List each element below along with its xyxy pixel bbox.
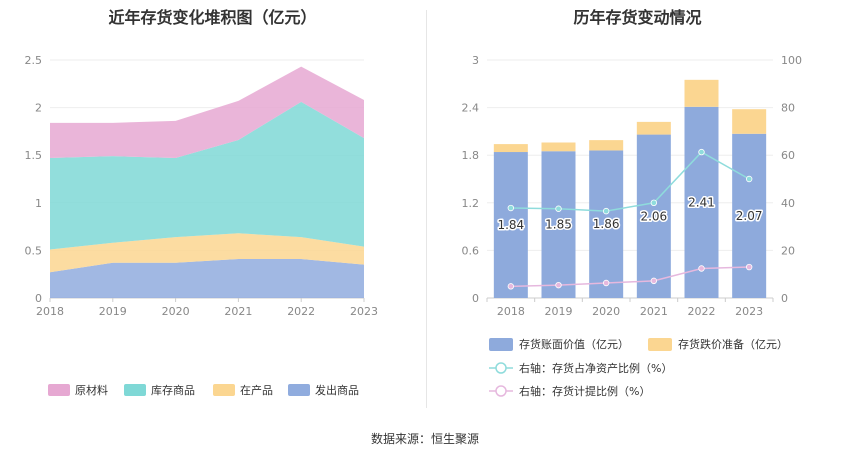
left-y-tick-label: 1.5 (25, 149, 43, 162)
panel-divider (426, 10, 427, 408)
left-x-tick-label: 2020 (162, 305, 190, 318)
left-legend-label: 库存商品 (151, 383, 195, 397)
right-right-y-tick-label: 20 (781, 244, 795, 257)
right-left-y-tick-label: 1.2 (462, 197, 480, 210)
right-x-tick-label: 2018 (497, 305, 525, 318)
right-left-y-tick-label: 0 (472, 292, 479, 305)
area-发出商品 (50, 258, 364, 298)
area-在产品 (50, 233, 364, 273)
right-legend-label: 右轴：存货计提比例（%） (519, 384, 650, 398)
right-right-y-tick-label: 80 (781, 102, 795, 115)
left-x-tick-label: 2018 (36, 305, 64, 318)
bar-data-label: 2.06 (640, 209, 667, 223)
bar-impairment (541, 142, 576, 152)
bar-impairment (732, 109, 767, 134)
bar-impairment (589, 140, 624, 151)
right-x-tick-label: 2023 (735, 305, 763, 318)
left-legend-label: 在产品 (240, 383, 273, 397)
left-y-tick-label: 2 (35, 102, 42, 115)
right-left-y-tick-label: 2.4 (462, 102, 480, 115)
line-point (698, 148, 705, 156)
line-point (507, 204, 515, 212)
bar-data-label-halo: 2.41 (688, 195, 715, 209)
right-legend-swatch-book-value (489, 338, 513, 351)
bar-data-label-halo: 1.85 (545, 218, 572, 232)
right-right-y-tick-label: 100 (781, 54, 802, 67)
left-legend-swatch (213, 384, 235, 396)
bar-data-label-halo: 1.84 (497, 218, 524, 232)
bar-data-label-halo: 1.86 (593, 217, 620, 231)
bar-impairment (493, 144, 528, 153)
right-x-tick-label: 2022 (688, 305, 716, 318)
left-y-tick-label: 1 (35, 197, 42, 210)
left-x-tick-label: 2023 (350, 305, 378, 318)
left-chart-title: 近年存货变化堆积图（亿元） (108, 8, 317, 27)
left-legend-swatch (288, 384, 310, 396)
left-x-tick-label: 2021 (224, 305, 252, 318)
bar-data-label: 1.85 (545, 218, 572, 232)
line-point (555, 281, 562, 289)
line-point (602, 279, 610, 287)
line-provision-ratio (510, 266, 750, 288)
left-legend-label: 发出商品 (315, 383, 359, 397)
line-point (507, 283, 515, 290)
line-point (650, 277, 658, 285)
bar-impairment (684, 79, 719, 107)
line-point (698, 265, 705, 272)
right-legend-label: 存货跌价准备（亿元） (678, 337, 788, 351)
right-x-tick-label: 2021 (640, 305, 668, 318)
right-legend-marker (495, 385, 507, 397)
left-legend-swatch (48, 384, 70, 396)
left-y-tick-label: 0.5 (25, 244, 43, 257)
bar-book-value (493, 152, 528, 298)
area-原材料 (50, 66, 364, 159)
left-x-tick-label: 2019 (99, 305, 127, 318)
line-point (602, 207, 610, 215)
right-right-y-tick-label: 40 (781, 197, 795, 210)
bar-data-label: 1.84 (497, 218, 524, 232)
line-point (555, 205, 562, 212)
right-right-y-tick-label: 60 (781, 149, 795, 162)
right-legend-swatch-impairment (648, 338, 672, 351)
bar-book-value (732, 133, 767, 298)
bar-data-label: 2.41 (688, 195, 715, 209)
data-source-note: 数据来源：恒生聚源 (370, 432, 479, 446)
line-inventory-ratio (510, 151, 750, 212)
right-left-y-tick-label: 1.8 (462, 149, 480, 162)
left-legend-label: 原材料 (75, 383, 108, 397)
bar-book-value (636, 134, 671, 298)
area-库存商品 (50, 101, 364, 250)
right-chart-title: 历年存货变动情况 (573, 8, 702, 27)
left-legend-swatch (124, 384, 146, 396)
bar-data-label-halo: 2.07 (736, 209, 763, 223)
left-x-tick-label: 2022 (287, 305, 315, 318)
bar-data-label: 1.86 (593, 217, 620, 231)
bar-data-label-halo: 2.06 (640, 209, 667, 223)
right-legend-label: 右轴：存货占净资产比例（%） (519, 361, 672, 375)
left-y-tick-label: 0 (35, 292, 42, 305)
bar-book-value (541, 151, 576, 298)
right-right-y-tick-label: 0 (781, 292, 788, 305)
right-left-y-tick-label: 3 (472, 54, 479, 67)
bar-data-label: 2.07 (736, 209, 763, 223)
right-x-tick-label: 2019 (545, 305, 573, 318)
bar-impairment (636, 121, 671, 135)
left-y-tick-label: 2.5 (25, 54, 43, 67)
line-point (650, 199, 658, 206)
bar-book-value (589, 150, 624, 298)
line-point (745, 175, 753, 183)
right-left-y-tick-label: 0.6 (462, 244, 480, 257)
line-point (745, 263, 753, 271)
right-legend-label: 存货账面价值（亿元） (519, 337, 629, 351)
right-legend-marker (495, 362, 507, 374)
right-x-tick-label: 2020 (592, 305, 620, 318)
